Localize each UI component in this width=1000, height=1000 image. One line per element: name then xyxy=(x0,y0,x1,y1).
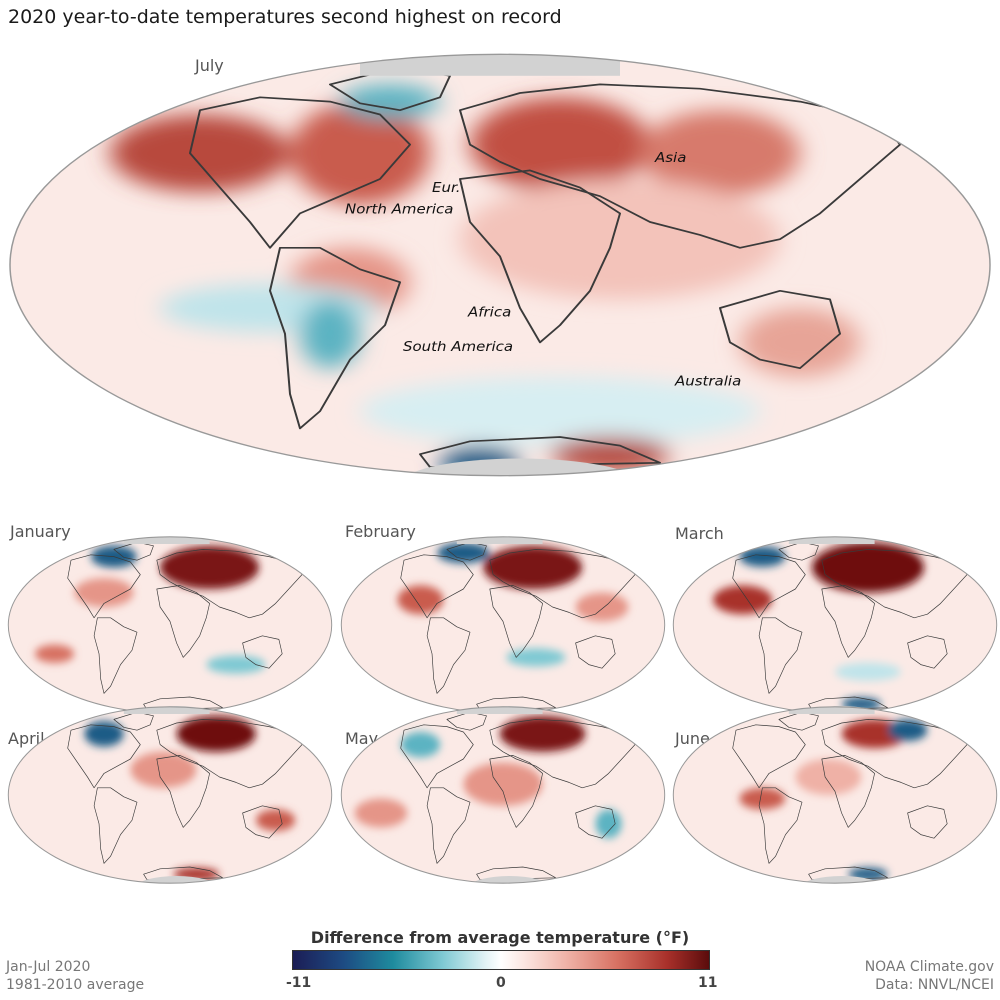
label-north-america: North America xyxy=(345,202,453,217)
march-map xyxy=(672,536,998,714)
label-australia: Australia xyxy=(674,374,741,389)
april-map xyxy=(7,706,333,884)
label-europe: Eur. xyxy=(432,181,461,196)
label-south-america: South America xyxy=(403,340,513,355)
label-africa: Africa xyxy=(467,306,511,321)
july-map: North America Eur. Asia Africa South Ame… xyxy=(9,53,991,477)
june-map xyxy=(672,706,998,884)
source-text: Data: NNVL/NCEI xyxy=(875,977,994,993)
legend-max-label: 11 xyxy=(698,975,718,991)
legend-min-label: -11 xyxy=(286,975,312,991)
legend-mid-label: 0 xyxy=(496,975,506,991)
footnote-left: Jan-Jul 2020 1981-2010 average xyxy=(6,958,144,994)
february-map xyxy=(340,536,666,714)
map-label-may: May xyxy=(345,729,379,748)
credit-text: NOAA Climate.gov xyxy=(864,959,994,975)
colorbar xyxy=(292,950,710,970)
label-asia: Asia xyxy=(654,151,686,166)
map-label-july: July xyxy=(195,56,224,75)
footnote-right: NOAA Climate.gov Data: NNVL/NCEI xyxy=(865,958,994,994)
map-label-january: January xyxy=(10,522,71,541)
january-map xyxy=(7,536,333,714)
may-map xyxy=(340,706,666,884)
map-label-april: April xyxy=(8,729,45,748)
baseline-text: 1981-2010 average xyxy=(6,977,145,993)
legend-title: Difference from average temperature (°F) xyxy=(310,928,690,947)
map-label-february: February xyxy=(345,522,416,541)
map-label-june: June xyxy=(675,729,710,748)
chart-title: 2020 year-to-date temperatures second hi… xyxy=(8,6,562,28)
map-label-march: March xyxy=(675,524,724,543)
period-text: Jan-Jul 2020 xyxy=(6,959,91,975)
